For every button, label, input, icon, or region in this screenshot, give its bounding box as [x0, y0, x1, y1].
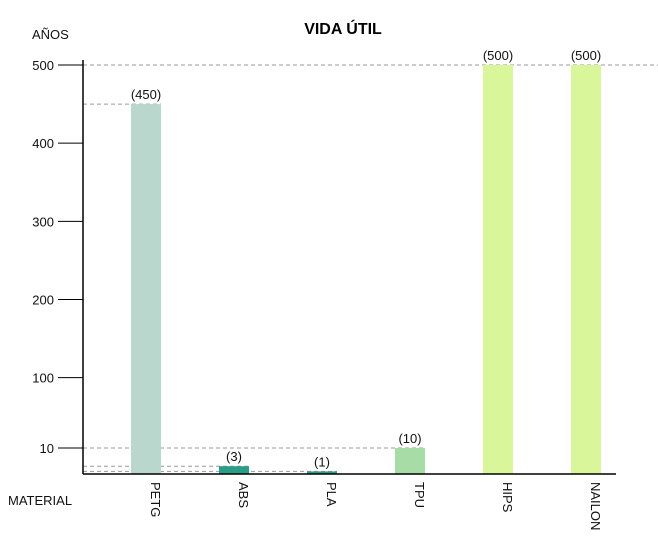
- y-tick-label: 500: [32, 58, 54, 73]
- x-tick-label: PETG: [148, 482, 163, 517]
- x-tick-label: HIPS: [500, 482, 515, 513]
- bar-abs: [219, 466, 249, 474]
- bars: [131, 65, 601, 474]
- x-tick-label: TPU: [412, 482, 427, 508]
- data-label: (500): [571, 48, 601, 63]
- bar-tpu: [395, 448, 425, 474]
- y-tick-label: 400: [32, 136, 54, 151]
- data-label: (1): [314, 454, 330, 469]
- data-label: (500): [483, 48, 513, 63]
- y-axis-title: AÑOS: [32, 27, 69, 42]
- x-axis-title: MATERIAL: [8, 493, 72, 508]
- chart-title: VIDA ÚTIL: [304, 19, 382, 38]
- x-tick-label: PLA: [324, 482, 339, 507]
- y-tick-label: 100: [32, 371, 54, 386]
- y-tick-label: 10: [40, 441, 54, 456]
- y-tick-label: 300: [32, 214, 54, 229]
- data-label: (3): [226, 449, 242, 464]
- bar-petg: [131, 104, 161, 474]
- axes: [58, 60, 616, 475]
- labels: 10 100 200 300 400 500 (450) PETG (3) ABS (1) PLA (1…: [32, 48, 603, 530]
- data-label: (10): [398, 431, 421, 446]
- bar-pla: [307, 471, 337, 474]
- x-tick-label: ABS: [236, 482, 251, 508]
- x-tick-label: NAILON: [588, 482, 603, 530]
- bar-hips: [483, 65, 513, 474]
- bar-nailon: [571, 65, 601, 474]
- data-label: (450): [131, 87, 161, 102]
- y-tick-label: 200: [32, 292, 54, 307]
